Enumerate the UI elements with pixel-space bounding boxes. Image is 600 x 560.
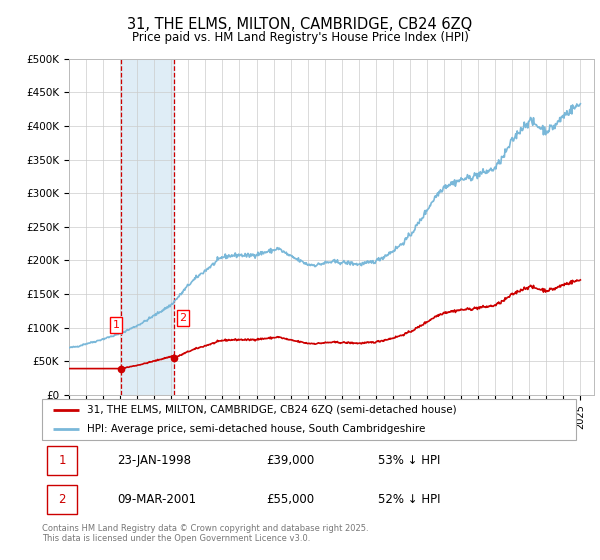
- Bar: [47, 446, 77, 475]
- Text: 09-MAR-2001: 09-MAR-2001: [117, 493, 196, 506]
- Text: 31, THE ELMS, MILTON, CAMBRIDGE, CB24 6ZQ: 31, THE ELMS, MILTON, CAMBRIDGE, CB24 6Z…: [127, 17, 473, 32]
- Text: Price paid vs. HM Land Registry's House Price Index (HPI): Price paid vs. HM Land Registry's House …: [131, 31, 469, 44]
- Bar: [121, 59, 174, 395]
- Text: 1: 1: [58, 454, 66, 467]
- Bar: [47, 486, 77, 514]
- Text: HPI: Average price, semi-detached house, South Cambridgeshire: HPI: Average price, semi-detached house,…: [88, 423, 426, 433]
- Text: £55,000: £55,000: [266, 493, 314, 506]
- Text: 31, THE ELMS, MILTON, CAMBRIDGE, CB24 6ZQ (semi-detached house): 31, THE ELMS, MILTON, CAMBRIDGE, CB24 6Z…: [88, 405, 457, 415]
- Text: 23-JAN-1998: 23-JAN-1998: [117, 454, 191, 467]
- Text: 2: 2: [58, 493, 66, 506]
- Text: 1: 1: [113, 320, 119, 330]
- Text: 52% ↓ HPI: 52% ↓ HPI: [379, 493, 441, 506]
- Text: 2: 2: [179, 313, 187, 323]
- Text: £39,000: £39,000: [266, 454, 314, 467]
- Text: 53% ↓ HPI: 53% ↓ HPI: [379, 454, 441, 467]
- Text: Contains HM Land Registry data © Crown copyright and database right 2025.
This d: Contains HM Land Registry data © Crown c…: [42, 524, 368, 543]
